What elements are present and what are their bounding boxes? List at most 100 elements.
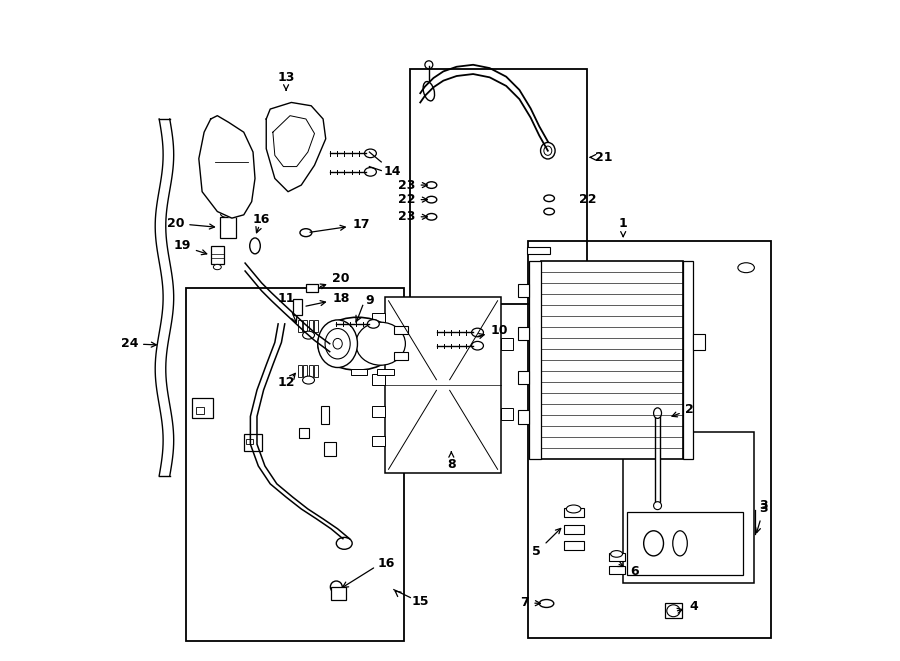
- Bar: [410, 69, 588, 304]
- Bar: [623, 432, 754, 583]
- Text: 22: 22: [579, 193, 597, 206]
- Ellipse shape: [318, 320, 357, 368]
- Text: 17: 17: [310, 218, 370, 232]
- Ellipse shape: [423, 81, 435, 101]
- Ellipse shape: [427, 182, 436, 188]
- Bar: [324, 442, 337, 456]
- Bar: [518, 371, 529, 384]
- Text: 20: 20: [166, 217, 214, 230]
- Text: 15: 15: [411, 595, 429, 608]
- Bar: [501, 338, 513, 350]
- Ellipse shape: [305, 128, 314, 137]
- Bar: [377, 369, 394, 375]
- Bar: [193, 398, 213, 418]
- Bar: [608, 553, 626, 561]
- Bar: [298, 320, 302, 332]
- Bar: [372, 406, 385, 416]
- Ellipse shape: [610, 551, 623, 557]
- Polygon shape: [199, 116, 255, 218]
- Bar: [314, 365, 318, 377]
- Bar: [372, 313, 385, 324]
- Ellipse shape: [566, 505, 580, 513]
- Bar: [372, 436, 385, 446]
- Ellipse shape: [220, 211, 235, 217]
- Bar: [247, 439, 253, 444]
- Polygon shape: [266, 102, 326, 192]
- Ellipse shape: [333, 338, 342, 349]
- Ellipse shape: [667, 605, 680, 617]
- Ellipse shape: [330, 581, 342, 593]
- Text: 11: 11: [277, 292, 295, 305]
- Bar: [306, 284, 318, 292]
- Text: 8: 8: [447, 451, 455, 471]
- Text: 18: 18: [306, 292, 350, 306]
- Text: 20: 20: [320, 272, 350, 289]
- Text: 7: 7: [520, 596, 540, 609]
- Bar: [385, 297, 501, 473]
- Ellipse shape: [232, 188, 242, 196]
- Bar: [185, 288, 404, 641]
- Text: 21: 21: [596, 151, 613, 164]
- Bar: [372, 374, 385, 385]
- Bar: [529, 261, 541, 459]
- Ellipse shape: [644, 531, 663, 556]
- Bar: [372, 343, 385, 354]
- Bar: [563, 508, 583, 517]
- Ellipse shape: [284, 168, 292, 176]
- Bar: [683, 261, 693, 459]
- Text: 5: 5: [533, 528, 561, 559]
- Ellipse shape: [541, 142, 555, 159]
- Text: 19: 19: [174, 239, 207, 254]
- Text: 6: 6: [617, 562, 638, 578]
- Ellipse shape: [217, 185, 231, 198]
- Ellipse shape: [653, 502, 662, 510]
- Bar: [608, 566, 626, 574]
- Text: 23: 23: [399, 178, 427, 192]
- Ellipse shape: [364, 149, 376, 157]
- Text: 24: 24: [121, 337, 157, 350]
- Bar: [211, 246, 224, 264]
- Ellipse shape: [544, 195, 554, 202]
- Bar: [351, 369, 367, 375]
- Bar: [244, 434, 262, 451]
- Text: 12: 12: [277, 375, 295, 389]
- Ellipse shape: [213, 264, 221, 270]
- Ellipse shape: [653, 408, 662, 418]
- Ellipse shape: [738, 263, 754, 272]
- Ellipse shape: [367, 319, 379, 328]
- Text: 1: 1: [619, 217, 627, 237]
- Bar: [394, 352, 409, 360]
- Bar: [292, 299, 302, 315]
- Text: 3: 3: [760, 499, 768, 512]
- Ellipse shape: [472, 329, 483, 336]
- Ellipse shape: [364, 167, 376, 176]
- Bar: [518, 284, 529, 297]
- Ellipse shape: [539, 600, 554, 607]
- Bar: [298, 365, 302, 377]
- Text: 4: 4: [677, 600, 698, 613]
- Ellipse shape: [544, 146, 552, 155]
- Bar: [563, 541, 583, 550]
- Text: 2: 2: [672, 403, 693, 417]
- Bar: [665, 603, 682, 618]
- Bar: [300, 428, 310, 438]
- Ellipse shape: [427, 196, 436, 203]
- Bar: [309, 365, 312, 377]
- Ellipse shape: [302, 331, 314, 339]
- Ellipse shape: [427, 214, 436, 220]
- Bar: [518, 327, 529, 340]
- Bar: [528, 241, 771, 638]
- Bar: [526, 247, 550, 254]
- Bar: [321, 406, 329, 424]
- Bar: [394, 326, 409, 334]
- Ellipse shape: [318, 317, 397, 370]
- Text: 16: 16: [377, 557, 395, 570]
- Text: 10: 10: [478, 324, 508, 338]
- Bar: [655, 416, 661, 502]
- Bar: [196, 407, 204, 414]
- Text: 16: 16: [253, 213, 270, 226]
- Bar: [314, 320, 318, 332]
- Bar: [501, 408, 513, 420]
- Bar: [331, 587, 346, 600]
- Bar: [303, 365, 307, 377]
